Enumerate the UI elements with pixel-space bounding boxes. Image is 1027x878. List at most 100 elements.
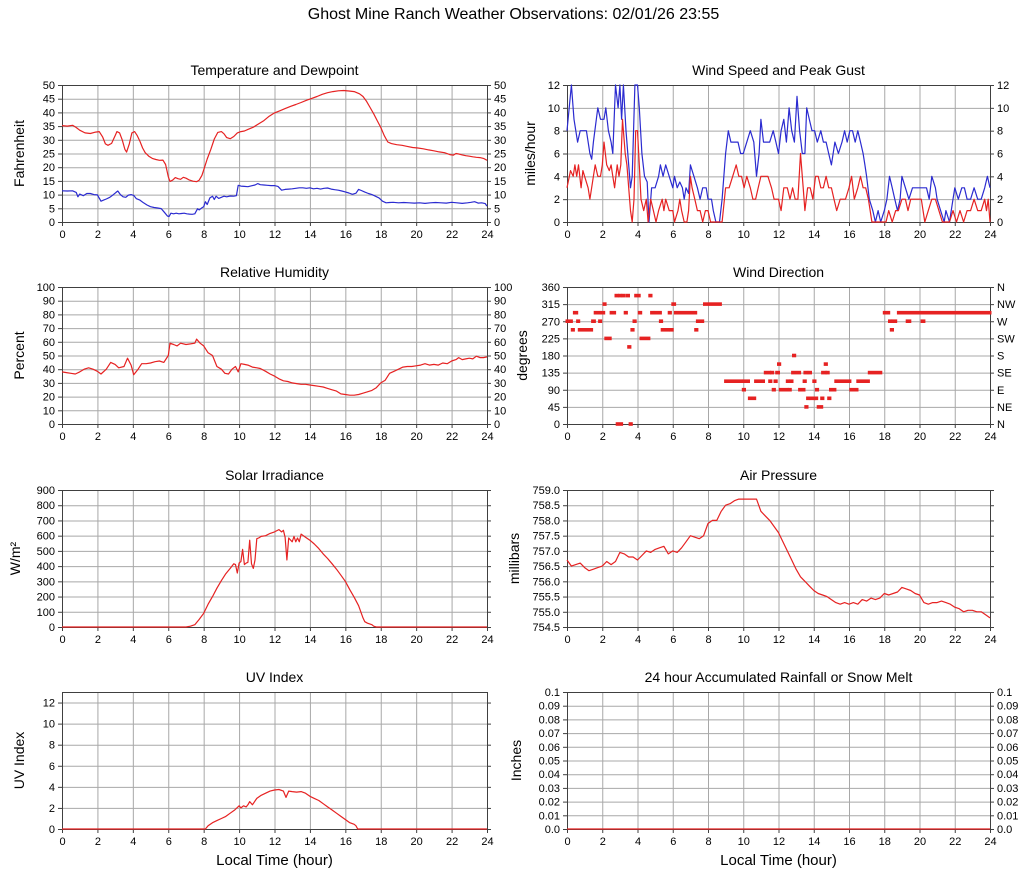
chart-title-solar-irradiance: Solar Irradiance [225, 467, 324, 483]
x-tick-label: 24 [984, 229, 996, 241]
y-tick-label-right: 0.08 [997, 714, 1018, 726]
wind-direction-marker [777, 362, 782, 366]
y-tick-label: 400 [37, 561, 55, 573]
x-tick-label: 22 [446, 431, 458, 443]
x-tick-label: 10 [738, 229, 750, 241]
wind-direction-marker [669, 328, 674, 332]
y-tick-label-right: 2 [997, 194, 1003, 206]
x-tick-label: 16 [843, 431, 855, 443]
y-tick-label-right: 0.0 [997, 824, 1012, 836]
x-tick-label: 18 [879, 634, 891, 646]
x-tick-label: 4 [130, 836, 136, 848]
y-tick-label-right: NW [997, 299, 1016, 311]
x-tick-label: 8 [201, 634, 207, 646]
page-title: Ghost Mine Ranch Weather Observations: 0… [307, 6, 720, 23]
wind-direction-marker [634, 293, 641, 298]
wind-direction-marker [637, 310, 643, 315]
y-tick-label: 25 [43, 149, 55, 161]
y-tick-label: 270 [542, 316, 560, 328]
x-tick-label: 0 [564, 431, 570, 443]
y-tick-label: 10 [43, 719, 55, 731]
y-tick-label: 45 [43, 94, 55, 106]
y-tick-label: 4 [554, 171, 560, 183]
wind-direction-marker [816, 405, 824, 409]
gridlines [567, 287, 991, 425]
wind-direction-marker [703, 302, 722, 306]
wind-direction-marker [599, 310, 606, 315]
y-tick-label-right: 5 [494, 203, 500, 215]
y-tick-label-right: 0.07 [997, 728, 1018, 740]
x-tick-label: 16 [340, 634, 352, 646]
humidity-line [61, 338, 488, 396]
wind-direction-marker [905, 319, 912, 323]
y-tick-label-right: 70 [494, 323, 506, 335]
x-axis-label: Local Time (hour) [720, 852, 837, 869]
y-tick-label-right: N [997, 282, 1005, 294]
x-tick-label: 14 [304, 836, 316, 848]
wind-direction-marker [618, 293, 623, 298]
y-tick-label: 759.0 [532, 485, 560, 497]
y-tick-label: 50 [43, 80, 55, 92]
wind-direction-marker [609, 310, 617, 315]
x-tick-label: 24 [481, 431, 493, 443]
x-tick-label: 8 [705, 229, 711, 241]
x-tick-label: 0 [564, 634, 570, 646]
tick-marks [563, 490, 994, 631]
y-tick-label: 10 [548, 103, 560, 115]
y-tick-label: 0.01 [539, 810, 560, 822]
wind-direction-marker [809, 396, 817, 401]
y-tick-label: 20 [43, 162, 55, 174]
x-tick-label: 2 [95, 431, 101, 443]
x-tick-label: 12 [269, 634, 281, 646]
x-tick-label: 2 [95, 634, 101, 646]
y-tick-label: 40 [43, 107, 55, 119]
y-tick-label-right: 0.09 [997, 701, 1018, 713]
x-tick-label: 12 [773, 634, 785, 646]
x-tick-label: 4 [635, 229, 641, 241]
x-tick-label: 6 [670, 634, 676, 646]
x-tick-label: 12 [773, 431, 785, 443]
wind-direction-marker [768, 379, 773, 383]
wind-direction-marker [598, 319, 603, 323]
y-tick-label: 90 [43, 296, 55, 308]
y-tick-label-right: 80 [494, 309, 506, 321]
y-tick-label-right: 45 [494, 94, 506, 106]
wind-direction-marker [671, 302, 677, 306]
wind-direction-marker [806, 396, 811, 401]
chart-title-relative-humidity: Relative Humidity [220, 264, 329, 280]
x-tick-label: 22 [949, 431, 961, 443]
gridlines [62, 490, 488, 628]
y-axis-label: miles/hour [522, 121, 538, 186]
x-tick-label: 0 [564, 229, 570, 241]
y-axis-label: W/m² [7, 541, 23, 575]
y-tick-label: 15 [43, 176, 55, 188]
y-tick-label-right: 90 [494, 296, 506, 308]
wind-direction-marker [789, 379, 794, 383]
wind-direction-marker [778, 387, 789, 392]
y-tick-label: 758.0 [532, 515, 560, 527]
y-tick-label: 0 [49, 622, 55, 634]
x-tick-label: 18 [879, 229, 891, 241]
y-tick-label: 8 [49, 740, 55, 752]
x-tick-label: 8 [201, 836, 207, 848]
y-tick-label: 6 [554, 149, 560, 161]
y-tick-label: 60 [43, 337, 55, 349]
chart-title-temperature-dewpoint: Temperature and Dewpoint [190, 62, 358, 78]
x-tick-label: 10 [738, 431, 750, 443]
y-tick-label-right: 50 [494, 351, 506, 363]
gridlines [567, 490, 991, 628]
y-tick-label: 4 [49, 782, 55, 794]
y-tick-label: 754.5 [532, 622, 560, 634]
wind-direction-marker [630, 328, 635, 332]
wind-direction-marker [882, 310, 891, 315]
y-tick-label: 200 [37, 592, 55, 604]
y-tick-label: 100 [37, 607, 55, 619]
tick-marks [563, 85, 994, 226]
wind-direction-marker [653, 310, 662, 315]
